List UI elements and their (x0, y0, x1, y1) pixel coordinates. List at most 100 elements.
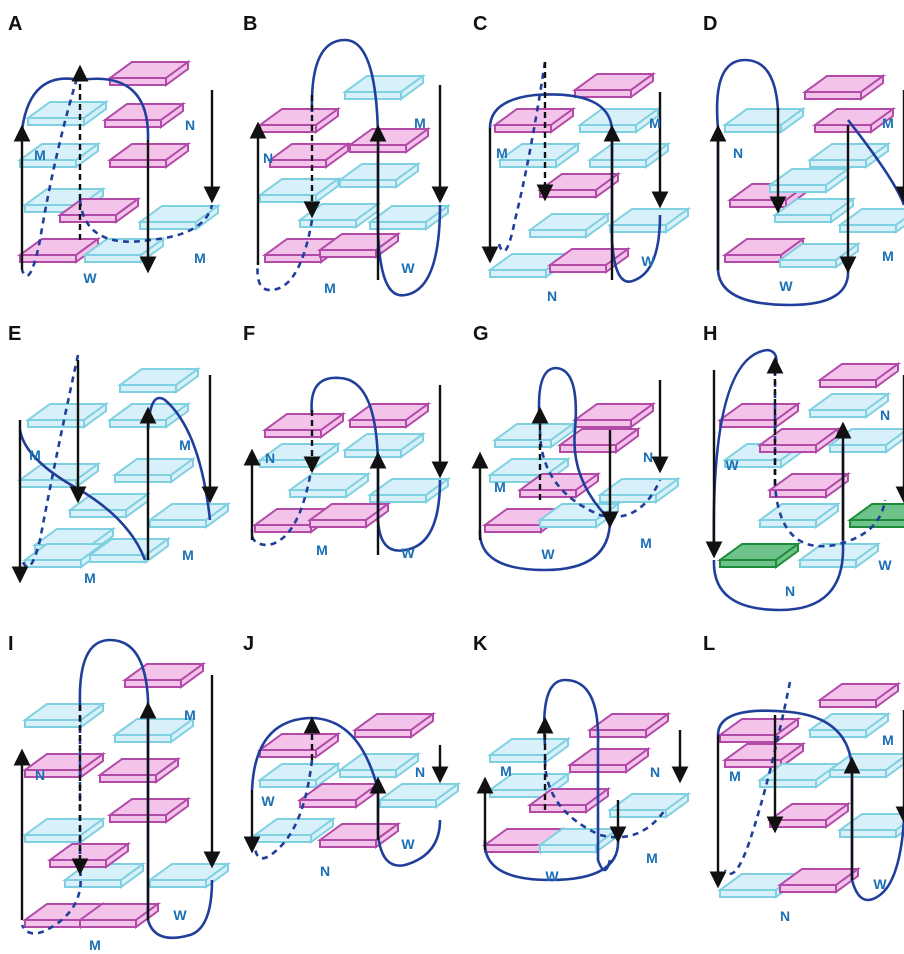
groove-label: N (320, 863, 330, 879)
syn-tetrad-plate (21, 817, 107, 844)
groove-label: W (173, 907, 187, 923)
syn-tetrad-plate (21, 542, 107, 569)
panel-a: A N M M W (8, 13, 222, 286)
syn-tetrad-plate (796, 542, 882, 569)
panel-label: G (473, 323, 489, 345)
groove-label: M (496, 145, 508, 161)
anti-tetrad-plate (256, 732, 342, 759)
syn-tetrad-plate (366, 204, 452, 231)
panel-g: G M N M W (471, 323, 682, 572)
loop-solid (715, 58, 780, 129)
syn-tetrad-plate (111, 457, 197, 484)
panel-label: H (703, 323, 717, 345)
syn-tetrad-plate (111, 717, 197, 744)
loop-solid (483, 839, 620, 882)
panel-label: B (243, 13, 257, 35)
groove-label: N (415, 764, 425, 780)
syn-tetrad-plate (486, 457, 572, 484)
loop-solid (537, 366, 611, 521)
syn-tetrad-plate (606, 207, 692, 234)
syn-tetrad-plate (336, 752, 422, 779)
panel-label: K (473, 633, 488, 655)
loop-solid (78, 638, 214, 940)
loop-dashed (20, 354, 80, 568)
groove-label: M (34, 147, 46, 163)
anti-tetrad-plate (346, 402, 432, 429)
groove-label: M (84, 570, 96, 586)
groove-label: M (646, 850, 658, 866)
anti-tetrad-plate (261, 412, 347, 439)
groove-label: W (641, 253, 655, 269)
extra-tetrad-plate (716, 542, 802, 569)
loop-dashed (538, 429, 662, 519)
panel-label: A (8, 13, 22, 35)
anti-tetrad-plate (491, 107, 577, 134)
panel-d: D N M M W (703, 13, 904, 307)
anti-tetrad-plate (256, 107, 342, 134)
syn-tetrad-plate (491, 422, 577, 449)
groove-label: W (401, 545, 415, 561)
groove-label: N (785, 583, 795, 599)
syn-tetrad-plate (24, 100, 110, 127)
syn-tetrad-plate (756, 502, 842, 529)
groove-label: W (779, 278, 793, 294)
syn-tetrad-plate (66, 492, 152, 519)
anti-tetrad-plate (546, 247, 632, 274)
anti-tetrad-plate (266, 142, 352, 169)
panel-l: L M M W N (703, 633, 904, 924)
groove-label: M (500, 763, 512, 779)
groove-label: W (261, 793, 275, 809)
anti-tetrad-plate (766, 802, 852, 829)
syn-tetrad-plate (341, 74, 427, 101)
groove-label: M (184, 707, 196, 723)
panel-label: J (243, 633, 254, 655)
groove-label: W (873, 876, 887, 892)
panel-label: I (8, 633, 14, 655)
groove-label: N (880, 407, 890, 423)
panel-f: F N W M (243, 323, 452, 561)
groove-label: W (545, 868, 559, 884)
syn-tetrad-plate (576, 107, 662, 134)
loop-dashed (773, 370, 887, 548)
syn-tetrad-plate (486, 737, 572, 764)
groove-label: W (541, 546, 555, 562)
syn-tetrad-plate (24, 402, 110, 429)
panel-i: I N M W M (8, 633, 232, 953)
syn-tetrad-plate (146, 502, 232, 529)
anti-tetrad-plate (351, 712, 437, 739)
groove-label: M (494, 479, 506, 495)
panel-b: B N M W M (243, 13, 452, 297)
syn-tetrad-plate (256, 762, 342, 789)
anti-tetrad-plate (571, 402, 657, 429)
panel-k: K M N M W (473, 633, 692, 884)
groove-label: M (316, 542, 328, 558)
anti-tetrad-plate (76, 902, 162, 929)
loop-solid (610, 130, 662, 283)
anti-tetrad-plate (756, 427, 842, 454)
loop-dashed (78, 199, 214, 243)
syn-tetrad-plate (836, 208, 904, 234)
groove-label: N (547, 288, 557, 304)
groove-label: M (324, 280, 336, 296)
groove-label: M (29, 447, 41, 463)
groove-label: N (650, 764, 660, 780)
syn-tetrad-plate (16, 142, 102, 169)
groove-label: N (263, 150, 273, 166)
anti-tetrad-plate (816, 362, 902, 389)
loop-dashed (543, 759, 667, 839)
syn-tetrad-plate (116, 367, 202, 394)
loop-dashed (20, 67, 82, 277)
groove-label: W (725, 457, 739, 473)
panel-label: E (8, 323, 21, 345)
loop-solid (488, 93, 614, 131)
groove-label: M (179, 437, 191, 453)
loop-solid (716, 128, 850, 307)
groove-label: N (185, 117, 195, 133)
syn-tetrad-plate (721, 107, 807, 134)
anti-tetrad-plate (566, 747, 652, 774)
groove-label: W (878, 557, 892, 573)
loop-dashed (253, 759, 314, 860)
groove-label: M (194, 250, 206, 266)
anti-tetrad-plate (721, 742, 807, 769)
anti-tetrad-plate (306, 502, 392, 529)
